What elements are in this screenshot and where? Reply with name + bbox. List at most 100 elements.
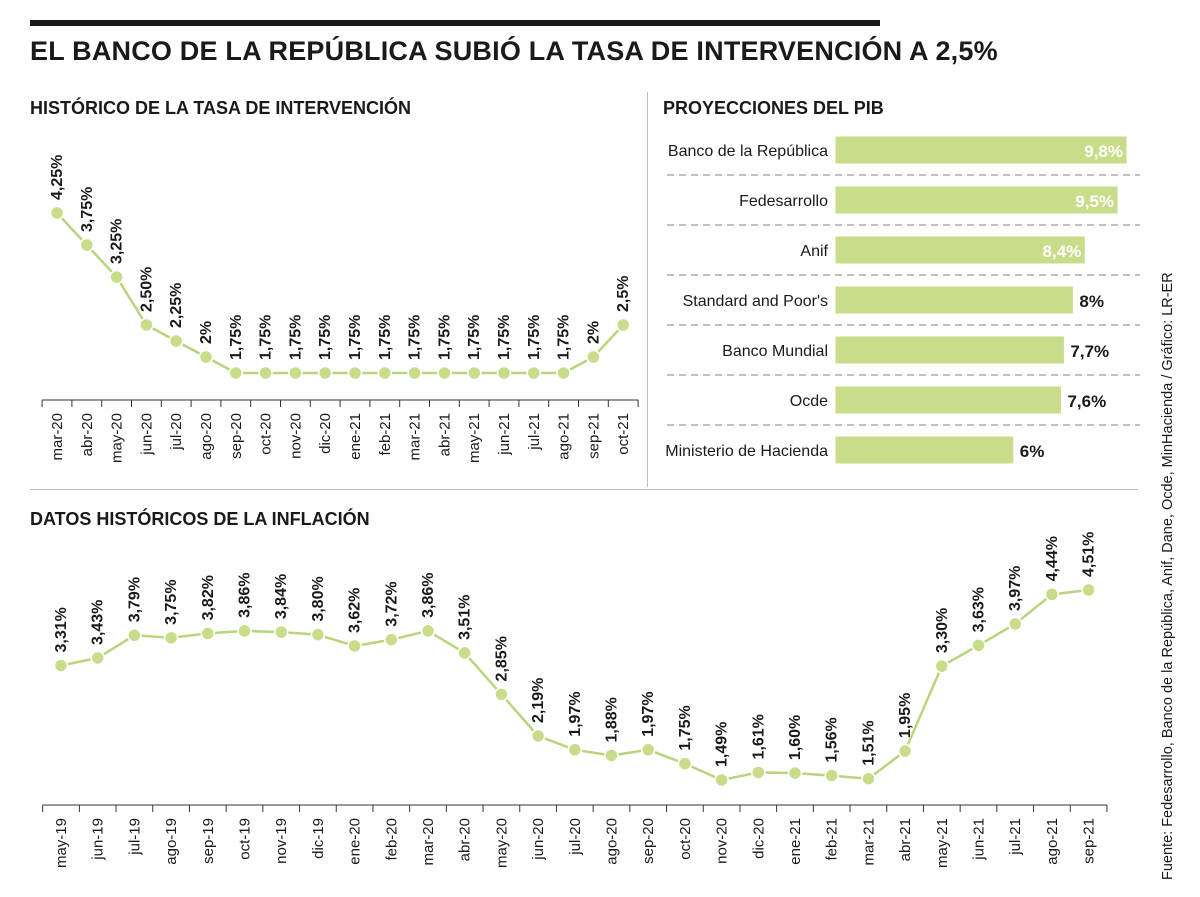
gdp-chart-title: PROYECCIONES DEL PIB	[663, 98, 884, 118]
inflation-point	[347, 638, 362, 654]
inflation-data-label: 1,75%	[677, 705, 694, 750]
inflation-point	[1007, 616, 1023, 632]
inflation-data-label: 1,97%	[567, 691, 584, 736]
panel-divider-vertical	[647, 92, 648, 487]
rate-point	[139, 317, 154, 333]
rate-data-label: 3,25%	[109, 219, 126, 264]
inflation-category-label: may-21	[934, 818, 951, 868]
inflation-data-label: 3,30%	[934, 608, 951, 653]
rate-data-label: 1,75%	[526, 315, 543, 360]
rate-point	[79, 237, 95, 253]
rate-category-label: oct-20	[258, 413, 275, 455]
inflation-data-label: 1,51%	[860, 720, 877, 765]
inflation-data-label: 1,61%	[750, 714, 767, 759]
inflation-category-label: jul-21	[1007, 818, 1024, 856]
rate-data-label: 1,75%	[436, 315, 453, 360]
rate-point	[526, 365, 542, 381]
inflation-category-label: ago-19	[163, 818, 180, 865]
inflation-category-label: mar-20	[420, 818, 437, 866]
gdp-bar	[834, 435, 1015, 465]
inflation-point	[567, 742, 583, 758]
inflation-point	[714, 772, 729, 788]
rate-category-label: may-21	[466, 413, 483, 463]
inflation-data-label: 3,97%	[1007, 566, 1024, 611]
rate-category-label: abr-21	[436, 413, 453, 456]
inflation-data-label: 1,49%	[714, 722, 731, 767]
inflation-point	[384, 632, 399, 647]
inflation-category-label: sep-19	[200, 818, 217, 864]
inflation-category-label: dic-19	[310, 818, 327, 859]
inflation-category-label: abr-20	[457, 818, 474, 861]
inflation-data-label: 3,63%	[971, 587, 988, 632]
inflation-point	[677, 756, 693, 771]
rate-data-label: 2%	[198, 321, 215, 344]
inflation-data-label: 2,19%	[530, 678, 547, 723]
inflation-data-label: 3,84%	[273, 574, 290, 619]
inflation-category-label: nov-20	[714, 818, 731, 864]
inflation-category-label: ene-20	[347, 818, 364, 865]
inflation-point	[1081, 582, 1096, 598]
rate-point	[407, 365, 422, 381]
inflation-data-label: 3,86%	[420, 573, 437, 618]
rate-point	[347, 365, 363, 381]
rate-category-label: ene-21	[347, 413, 364, 460]
inflation-point	[824, 768, 839, 783]
inflation-data-label: 3,51%	[457, 595, 474, 640]
inflation-point	[310, 627, 326, 642]
rate-category-label: may-20	[109, 413, 126, 463]
main-title: EL BANCO DE LA REPÚBLICA SUBIÓ LA TASA D…	[30, 36, 998, 66]
source-note: Fuente: Fedesarrollo, Banco de la Repúbl…	[1160, 272, 1176, 880]
inflation-point	[861, 771, 876, 786]
inflation-data-label: 1,56%	[824, 717, 841, 762]
inflation-category-label: ago-21	[1044, 818, 1061, 865]
rate-data-label: 1,75%	[407, 315, 424, 360]
inflation-data-label: 3,80%	[310, 576, 327, 621]
inflation-point	[237, 623, 252, 639]
gdp-bar	[834, 335, 1065, 365]
inflation-data-label: 3,31%	[53, 607, 70, 652]
gdp-category-label: Banco Mundial	[722, 343, 828, 360]
rate-point	[377, 365, 393, 381]
inflation-category-label: sep-21	[1081, 818, 1098, 864]
inflation-data-label: 2,85%	[493, 636, 510, 681]
inflation-point	[640, 742, 656, 758]
inflation-point	[751, 765, 766, 780]
rate-point	[496, 365, 512, 381]
inflation-data-label: 1,88%	[604, 697, 621, 742]
rate-category-label: oct-21	[615, 413, 632, 455]
gdp-value-label: 9,8%	[1084, 142, 1123, 161]
rate-data-label: 1,75%	[556, 315, 573, 360]
rate-data-label: 1,75%	[347, 315, 364, 360]
gdp-value-label: 8,4%	[1043, 242, 1082, 261]
gdp-bar	[834, 285, 1074, 315]
gdp-value-label: 7,7%	[1070, 342, 1109, 361]
rate-point	[437, 365, 452, 381]
rate-data-label: 1,75%	[377, 315, 394, 360]
rate-point	[586, 349, 601, 365]
inflation-point	[494, 687, 509, 702]
rate-category-label: sep-21	[585, 413, 602, 459]
inflation-data-label: 3,86%	[237, 573, 254, 618]
inflation-point	[530, 728, 546, 744]
inflation-category-label: feb-21	[824, 818, 841, 861]
gdp-category-label: Ocde	[790, 393, 828, 410]
inflation-category-label: may-19	[53, 818, 70, 868]
gdp-bar	[834, 185, 1119, 215]
inflation-data-label: 3,72%	[383, 581, 400, 626]
inflation-category-label: jun-20	[530, 818, 547, 861]
inflation-point	[200, 626, 216, 641]
inflation-category-label: ene-21	[787, 818, 804, 865]
inflation-category-label: feb-20	[383, 818, 400, 861]
inflation-point	[90, 650, 105, 666]
inflation-data-label: 3,62%	[347, 588, 364, 633]
rate-point	[198, 349, 214, 365]
rate-category-label: jun-20	[138, 413, 155, 456]
rate-point	[228, 365, 244, 381]
inflation-category-label: jun-19	[90, 818, 107, 861]
rate-data-label: 1,75%	[228, 315, 245, 360]
rate-category-label: ago-20	[198, 413, 215, 460]
rate-point	[109, 269, 124, 285]
inflation-data-label: 3,43%	[90, 600, 107, 645]
gdp-category-label: Ministerio de Hacienda	[665, 443, 828, 460]
